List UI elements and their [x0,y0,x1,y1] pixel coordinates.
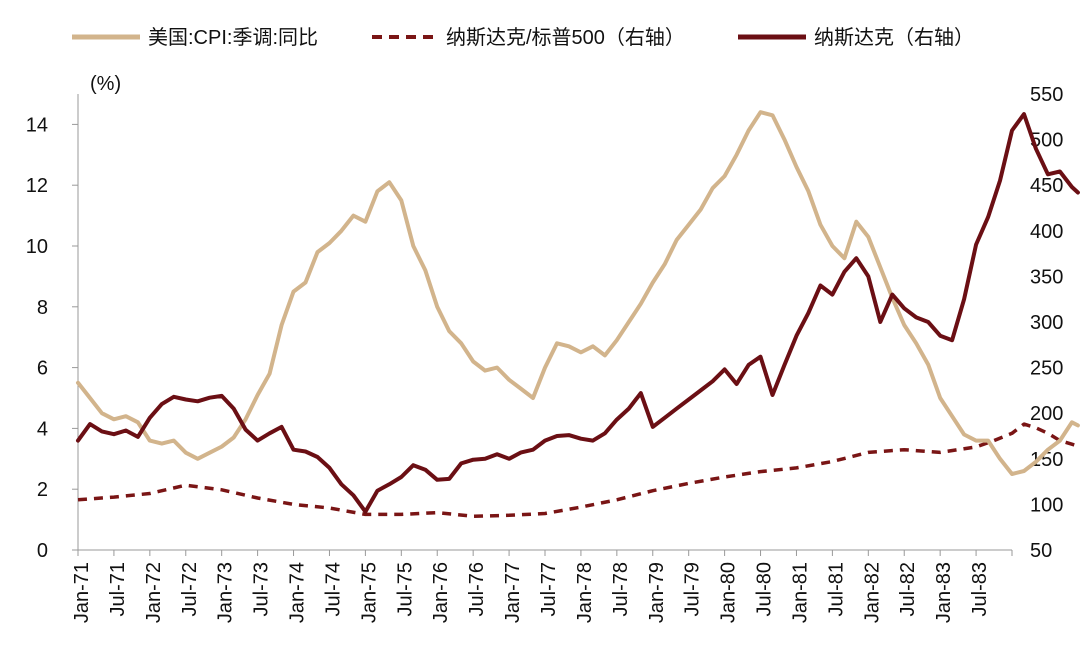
plot-area [76,110,1080,519]
x-tick-label: Jul-72 [179,562,201,616]
left-tick-label: 14 [26,114,48,136]
left-tick-label: 4 [37,418,48,440]
x-tick-label: Jan-78 [574,562,596,623]
x-tick-label: Jul-71 [107,562,129,616]
ratio-line [77,422,1079,519]
right-tick-label: 150 [1030,449,1063,471]
left-axis-unit: (%) [90,73,121,95]
x-tick-label: Jan-73 [215,562,237,623]
left-tick-label: 6 [37,358,48,380]
right-tick-label: 450 [1030,175,1063,197]
legend-label-nasdaq: 纳斯达克（右轴） [814,26,974,49]
x-tick-label: Jul-73 [251,562,273,616]
x-tick-label: Jan-71 [71,562,93,623]
x-tick-label: Jul-75 [394,562,416,616]
left-tick-label: 0 [37,540,48,562]
legend: 美国:CPI:季调:同比 纳斯达克/标普500（右轴） 纳斯达克（右轴） [72,26,974,49]
right-tick-label: 550 [1030,84,1063,106]
right-tick-label: 250 [1030,358,1063,380]
right-tick-label: 50 [1030,540,1052,562]
left-tick-label: 12 [26,175,48,197]
right-tick-label: 400 [1030,221,1063,243]
axes: 0 2 4 6 8 10 12 14 50 100 150 200 250 300 350 400 450 500… [26,84,1064,623]
x-tick-label: Jan-75 [358,562,380,623]
right-tick-label: 100 [1030,494,1063,516]
x-tick-label: Jan-79 [646,562,668,623]
x-tick-label: Jan-81 [789,562,811,623]
x-tick-label: Jul-82 [897,562,919,616]
x-tick-label: Jul-76 [466,562,488,616]
x-tick-label: Jan-74 [287,562,309,623]
x-tick-label: Jan-76 [430,562,452,623]
nasdaq-line [76,112,1080,514]
x-tick-label: Jul-77 [538,562,560,616]
x-tick-label: Jan-82 [861,562,883,623]
left-tick-label: 8 [37,297,48,319]
right-tick-label: 350 [1030,266,1063,288]
right-tick-label: 300 [1030,312,1063,334]
x-tick-label: Jan-80 [718,562,740,623]
cpi-line [76,110,1080,476]
left-tick-label: 10 [26,236,48,258]
x-tick-label: Jul-74 [322,562,344,616]
x-tick-label: Jul-81 [825,562,847,616]
legend-label-cpi: 美国:CPI:季调:同比 [148,26,318,49]
right-tick-label: 500 [1030,130,1063,152]
left-tick-label: 2 [37,479,48,501]
x-tick-label: Jul-80 [754,562,776,616]
x-tick-label: Jul-83 [969,562,991,616]
x-tick-label: Jul-79 [682,562,704,616]
x-tick-label: Jan-72 [143,562,165,623]
x-tick-label: Jan-77 [502,562,524,623]
right-tick-label: 200 [1030,403,1063,425]
legend-label-ratio: 纳斯达克/标普500（右轴） [446,26,685,49]
x-tick-label: Jan-83 [933,562,955,623]
x-tick-label: Jul-78 [610,562,632,616]
